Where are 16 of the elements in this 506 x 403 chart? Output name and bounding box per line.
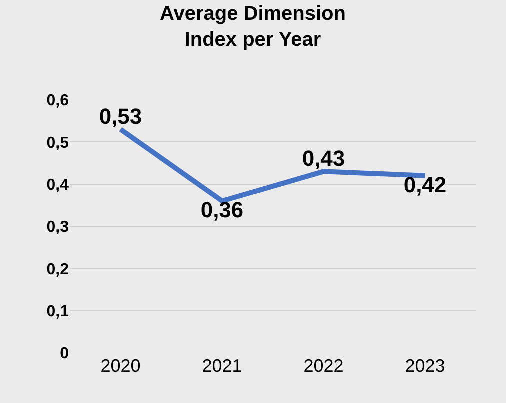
y-tick-label: 0 [60, 346, 70, 363]
y-tick-label: 0,2 [46, 261, 70, 278]
y-tick-label: 0,6 [46, 92, 70, 110]
y-tick-label: 0,1 [46, 303, 70, 320]
x-tick-label: 2023 [405, 356, 446, 376]
data-label: 0,53 [99, 104, 142, 130]
data-label: 0,43 [302, 146, 346, 172]
chart-title: Average Dimension Index per Year [160, 3, 346, 52]
data-label: 0,42 [404, 172, 447, 198]
y-tick-label: 0,3 [46, 219, 70, 236]
data-label: 0,36 [200, 198, 244, 223]
y-tick-label: 0,4 [46, 176, 70, 194]
x-tick-label: 2021 [202, 356, 242, 376]
y-tick-label: 0,5 [46, 134, 70, 152]
x-tick-label: 2020 [100, 356, 141, 376]
x-tick-label: 2022 [304, 356, 344, 376]
